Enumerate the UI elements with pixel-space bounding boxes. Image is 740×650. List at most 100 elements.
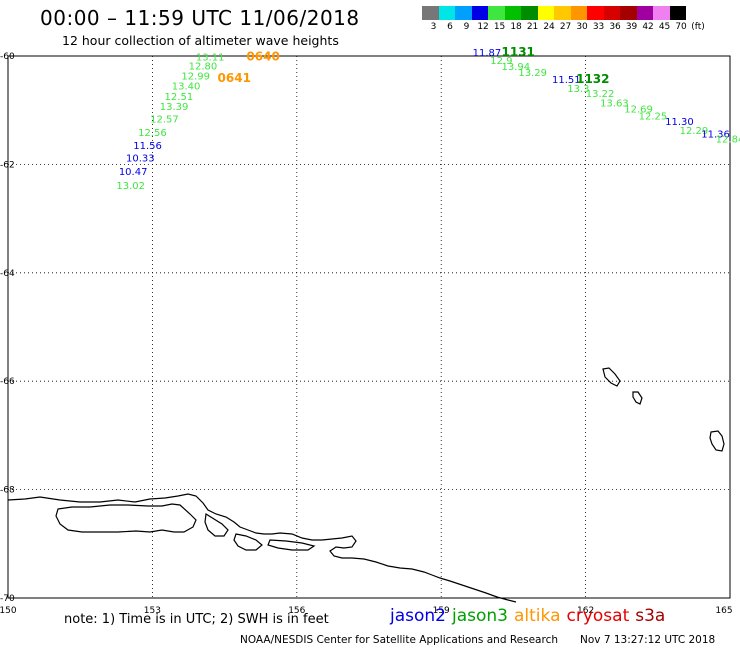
island-outline-2 <box>632 391 643 405</box>
wave-height-label: 12.29 <box>680 126 709 137</box>
colorbar-swatch <box>471 6 488 20</box>
lat-tick-label: -66 <box>0 377 15 387</box>
wave-height-label: 12.57 <box>150 115 179 126</box>
wave-height-label: 13.63 <box>600 98 629 109</box>
wave-height-label: 11.36 <box>701 129 730 140</box>
footer-credit: NOAA/NESDIS Center for Satellite Applica… <box>240 634 558 646</box>
colorbar <box>422 6 686 20</box>
colorbar-label: 39 <box>625 22 638 32</box>
satellite-legend: jason2 jason3 altika cryosat s3a <box>390 606 671 626</box>
pass-time-label: 1132 <box>576 72 609 86</box>
colorbar-swatch <box>669 6 686 20</box>
legend-item-jason2: jason2 <box>390 606 446 626</box>
colorbar-swatch <box>653 6 670 20</box>
legend-item-jason3: jason3 <box>452 606 508 626</box>
colorbar-unit: (ft) <box>691 22 705 32</box>
colorbar-label: 33 <box>592 22 605 32</box>
legend-item-s3a: s3a <box>635 606 666 626</box>
antarctic-coastline <box>7 493 517 603</box>
wave-height-label: 13.02 <box>116 181 145 192</box>
colorbar-label: 12 <box>477 22 489 32</box>
colorbar-swatch <box>537 6 554 20</box>
wave-height-label: 10.47 <box>119 167 148 178</box>
colorbar-swatch <box>422 6 439 20</box>
wave-height-label: 13.29 <box>518 68 547 79</box>
colorbar-label: 3 <box>430 22 437 32</box>
ice-tongue-outline <box>204 512 229 537</box>
wave-height-label: 13.22 <box>586 89 615 100</box>
wave-height-label: 12.9 <box>490 56 512 67</box>
wave-height-label: 13.3 <box>567 84 589 95</box>
ice-tongue-outline-3 <box>267 539 316 551</box>
lon-tick-label: 156 <box>288 606 305 616</box>
colorbar-swatch <box>636 6 653 20</box>
wave-height-label: 13.40 <box>172 82 201 93</box>
lon-tick-label: 150 <box>0 606 17 616</box>
colorbar-label: 30 <box>576 22 588 32</box>
colorbar-swatch <box>587 6 604 20</box>
colorbar-label: 15 <box>493 22 506 32</box>
wave-height-label: 13.11 <box>196 52 225 63</box>
lon-tick-label: 165 <box>715 606 732 616</box>
colorbar-swatch <box>521 6 538 20</box>
colorbar-label: 42 <box>642 22 654 32</box>
colorbar-swatch <box>504 6 521 20</box>
lat-tick-label: -62 <box>0 160 15 170</box>
lat-tick-label: -60 <box>0 52 15 62</box>
colorbar-swatch <box>603 6 620 20</box>
coastline <box>7 367 725 603</box>
lon-tick-label: 159 <box>433 606 450 616</box>
wave-height-label: 13.39 <box>160 102 189 113</box>
wave-height-label: 11.30 <box>665 117 694 128</box>
wave-height-label: 12.84 <box>716 135 740 146</box>
pass-time-label: 0641 <box>218 71 251 85</box>
wave-height-label: 12.99 <box>181 71 210 82</box>
wave-height-label: 11.51 <box>552 75 581 86</box>
wave-height-label: 12.56 <box>138 128 167 139</box>
colorbar-label: 27 <box>559 22 572 32</box>
colorbar-label: 70 <box>675 22 687 32</box>
pass-time-label: 1131 <box>502 45 535 59</box>
chart-subtitle: 12 hour collection of altimeter wave hei… <box>62 33 339 48</box>
colorbar-label: 18 <box>510 22 522 32</box>
colorbar-swatch <box>488 6 505 20</box>
colorbar-label: 24 <box>543 22 555 32</box>
pass-time-label: 0640 <box>246 49 279 63</box>
colorbar-label: 21 <box>526 22 539 32</box>
wave-height-label: 12.80 <box>189 62 218 73</box>
colorbar-label: 36 <box>609 22 621 32</box>
colorbar-swatch <box>438 6 455 20</box>
colorbar-swatch <box>455 6 472 20</box>
wave-height-label: 11.87 <box>473 48 502 59</box>
island-outline-3 <box>709 430 725 452</box>
colorbar-label: 6 <box>447 22 453 32</box>
map-frame <box>7 55 731 599</box>
colorbar-swatch <box>554 6 571 20</box>
lat-tick-label: -70 <box>0 594 15 604</box>
lat-tick-label: -64 <box>0 269 15 279</box>
island-outline <box>602 367 621 387</box>
lon-tick-label: 162 <box>577 606 594 616</box>
ice-tongue-outline-2 <box>233 533 263 551</box>
wave-height-label: 13.94 <box>501 62 530 73</box>
colorbar-label: 9 <box>463 22 470 32</box>
wave-height-label: 12.69 <box>624 104 653 115</box>
colorbar-swatch <box>620 6 637 20</box>
lon-tick-label: 153 <box>144 606 161 616</box>
note-text: note: 1) Time is in UTC; 2) SWH is in fe… <box>64 612 329 627</box>
legend-item-cryosat: cryosat <box>566 606 630 626</box>
legend-item-altika: altika <box>514 606 561 626</box>
wave-height-label: 12.51 <box>165 92 194 103</box>
colorbar-labels: 3 6 9 12 15 18 21 24 27 30 33 36 39 42 45 70 (ft) <box>422 22 740 36</box>
graticule: 150 153 156 159 162 165 -60 -62 -64 -66 -68 -70 <box>0 52 733 616</box>
lat-tick-label: -68 <box>0 486 15 496</box>
chart-title: 00:00 – 11:59 UTC 11/06/2018 <box>40 6 360 30</box>
colorbar-swatch <box>570 6 587 20</box>
wave-height-label: 10.33 <box>126 154 155 165</box>
wave-height-label: 12.25 <box>639 111 668 122</box>
ice-shelf-outline <box>55 503 197 533</box>
colorbar-label: 45 <box>658 22 671 32</box>
wave-height-label: 11.56 <box>133 141 162 152</box>
